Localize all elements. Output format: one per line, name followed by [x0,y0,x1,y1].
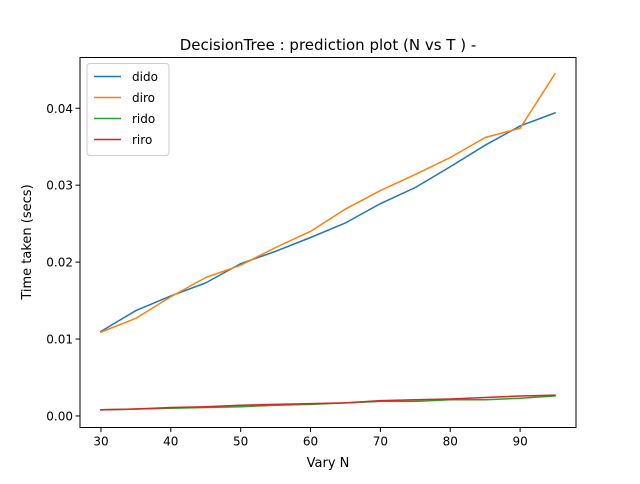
legend-box [86,63,170,156]
legend-label-dido: dido [132,70,158,84]
legend-label-rido: rido [132,112,155,126]
x-tick-label: 70 [373,435,388,449]
x-tick-label: 60 [303,435,318,449]
x-tick-label: 80 [443,435,458,449]
x-tick-label: 90 [512,435,527,449]
x-axis-ticks: 30 40 50 60 70 80 90 [93,427,528,449]
series-lines [99,72,557,411]
x-tick-label: 50 [233,435,248,449]
y-tick-label: 0.03 [46,179,73,193]
series-line-diro [99,72,557,334]
y-axis-ticks: 0.00 0.01 0.02 0.03 0.04 [46,102,80,423]
x-tick-label: 30 [93,435,108,449]
chart-title: DecisionTree : prediction plot (N vs T )… [180,36,477,54]
y-tick-label: 0.01 [46,333,73,347]
legend-label-diro: diro [132,91,155,105]
y-tick-label: 0.04 [46,102,73,116]
legend-label-riro: riro [132,133,152,147]
series-line-riro [100,394,556,411]
y-tick-label: 0.00 [46,409,73,423]
legend: dido diro rido riro [86,63,170,156]
y-axis-label: Time taken (secs) [20,184,35,300]
x-axis-label: Vary N [307,456,350,471]
y-tick-label: 0.02 [46,256,73,270]
plot-area-frame [79,57,577,428]
x-tick-label: 40 [163,435,178,449]
